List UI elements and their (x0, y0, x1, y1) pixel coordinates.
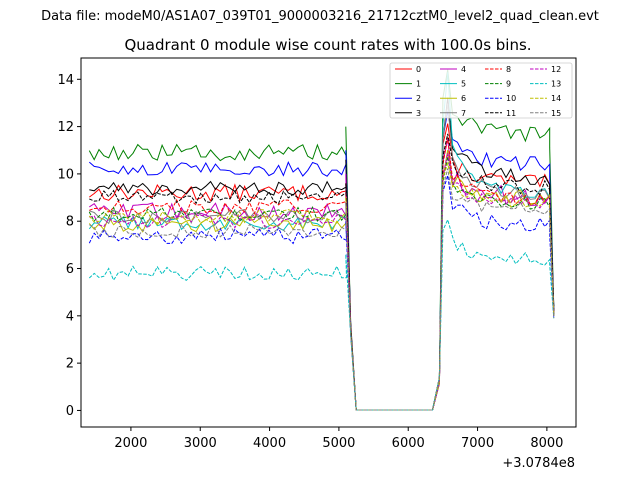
series-line-7 (89, 103, 555, 411)
legend-label-13: 13 (551, 80, 561, 89)
chart-suptitle: Data file: modeM0/AS1A07_039T01_90000032… (41, 9, 599, 24)
x-tick-label: 3000 (184, 436, 217, 451)
series-line-8 (89, 137, 555, 411)
series-line-15 (89, 168, 555, 411)
y-tick-label: 2 (66, 357, 74, 372)
x-tick-label: 4000 (253, 436, 286, 451)
y-tick-label: 12 (57, 120, 74, 135)
x-tick-label: 7000 (461, 436, 494, 451)
y-tick-label: 6 (66, 262, 74, 277)
axes-frame (80, 57, 577, 428)
legend-label-12: 12 (551, 65, 561, 74)
y-tick-label: 8 (66, 215, 74, 230)
series-line-10 (88, 175, 555, 411)
x-tick-label: 6000 (392, 436, 425, 451)
series-line-6 (88, 149, 555, 411)
legend-label-10: 10 (506, 94, 516, 103)
series-line-12 (89, 153, 555, 411)
legend-label-0: 0 (416, 65, 421, 74)
series-line-1 (88, 69, 555, 411)
legend-label-9: 9 (506, 80, 511, 89)
legend-label-4: 4 (461, 65, 466, 74)
x-axis: 2000 3000 4000 5000 6000 7000 8000 (114, 427, 563, 451)
legend-label-6: 6 (461, 94, 466, 103)
legend-frame (389, 62, 573, 119)
plot-lines (88, 69, 555, 411)
y-tick-label: 4 (66, 309, 74, 324)
legend-label-7: 7 (461, 109, 466, 118)
y-tick-label: 14 (57, 73, 74, 88)
legend-label-15: 15 (551, 109, 561, 118)
series-line-9 (88, 156, 555, 411)
y-tick-label: 10 (57, 167, 74, 182)
legend-label-8: 8 (506, 65, 511, 74)
x-tick-label: 2000 (114, 436, 147, 451)
x-offset-label: +3.0784e8 (502, 456, 575, 471)
legend-label-3: 3 (416, 109, 421, 118)
legend-label-14: 14 (551, 94, 561, 103)
series-line-3 (89, 97, 555, 411)
x-tick-label: 8000 (530, 436, 563, 451)
y-axis: 0 2 4 6 8 10 12 14 (57, 73, 81, 419)
chart-title: Quadrant 0 module wise count rates with … (124, 36, 531, 54)
legend-label-11: 11 (506, 109, 516, 118)
series-line-13 (88, 218, 555, 411)
legend-label-2: 2 (416, 94, 421, 103)
legend-label-1: 1 (416, 80, 421, 89)
y-tick-label: 0 (66, 404, 74, 419)
series-line-0 (89, 123, 555, 411)
series-line-14 (88, 161, 555, 411)
x-tick-label: 5000 (322, 436, 355, 451)
series-line-11 (89, 133, 555, 411)
series-line-5 (88, 72, 555, 411)
legend-label-5: 5 (461, 80, 466, 89)
series-line-2 (88, 111, 555, 411)
